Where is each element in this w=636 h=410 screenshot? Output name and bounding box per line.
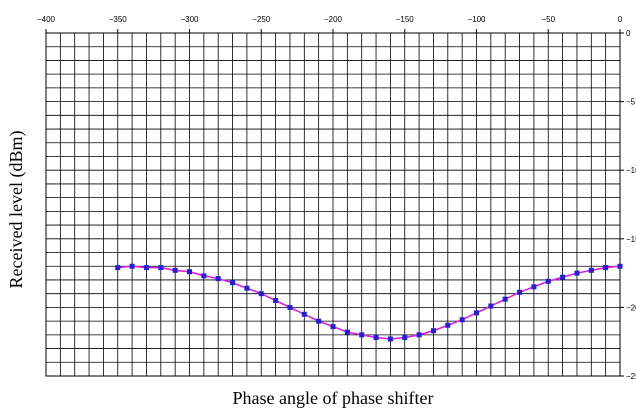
- x-tick-label: −150: [396, 15, 415, 24]
- data-point: [488, 303, 494, 309]
- y-tick-label: −20: [626, 303, 636, 312]
- y-tick-label: −25: [626, 372, 636, 381]
- y-tick-label: 0: [626, 29, 631, 38]
- data-point: [574, 270, 580, 276]
- y-tick-label: −5: [626, 98, 636, 107]
- data-point: [344, 329, 350, 335]
- data-point: [230, 280, 236, 286]
- y-axis-title: Received level (dBm): [6, 131, 27, 289]
- data-point: [187, 269, 192, 275]
- data-point: [517, 289, 523, 295]
- series-markers: [115, 263, 623, 342]
- data-point: [373, 335, 379, 341]
- x-axis-ticks: −400 −350 −300 −250 −200 −150 −100 −50 0: [37, 15, 623, 33]
- data-point: [273, 298, 279, 304]
- data-point: [617, 263, 623, 269]
- data-point: [258, 291, 264, 297]
- data-point: [402, 335, 408, 341]
- x-tick-label: −350: [109, 15, 128, 24]
- data-point: [115, 265, 121, 271]
- x-tick-label: −100: [467, 15, 486, 24]
- data-point: [359, 332, 365, 338]
- data-point: [301, 311, 307, 317]
- x-tick-label: −250: [252, 15, 271, 24]
- data-point: [244, 285, 250, 291]
- y-tick-label: −15: [626, 235, 636, 244]
- data-point: [588, 267, 594, 273]
- data-point: [502, 296, 508, 302]
- data-point: [330, 324, 336, 330]
- x-tick-label: −200: [324, 15, 343, 24]
- data-point: [129, 263, 135, 269]
- x-tick-label: −300: [180, 15, 199, 24]
- data-point: [287, 304, 293, 310]
- y-axis-ticks: 0 −5 −10 −15 −20 −25: [620, 29, 636, 381]
- data-point: [416, 332, 422, 338]
- data-point: [143, 265, 149, 271]
- data-point: [474, 310, 479, 316]
- data-point: [445, 322, 451, 328]
- x-tick-label: −50: [541, 15, 555, 24]
- data-point: [316, 318, 322, 324]
- gridlines: [45, 32, 621, 377]
- data-point: [459, 317, 465, 323]
- data-point: [560, 274, 566, 280]
- data-point: [430, 328, 436, 334]
- x-axis-title: Phase angle of phase shifter: [233, 388, 434, 408]
- y-tick-label: −10: [626, 166, 636, 175]
- series-line: [117, 265, 621, 340]
- data-point: [158, 265, 164, 271]
- data-point: [215, 276, 221, 282]
- data-point: [603, 265, 609, 271]
- x-tick-label: 0: [618, 15, 623, 24]
- x-tick-label: −400: [37, 15, 56, 24]
- data-point: [545, 278, 551, 284]
- data-point: [387, 336, 393, 342]
- data-point: [531, 284, 537, 290]
- data-point: [172, 267, 178, 273]
- data-point: [201, 273, 207, 279]
